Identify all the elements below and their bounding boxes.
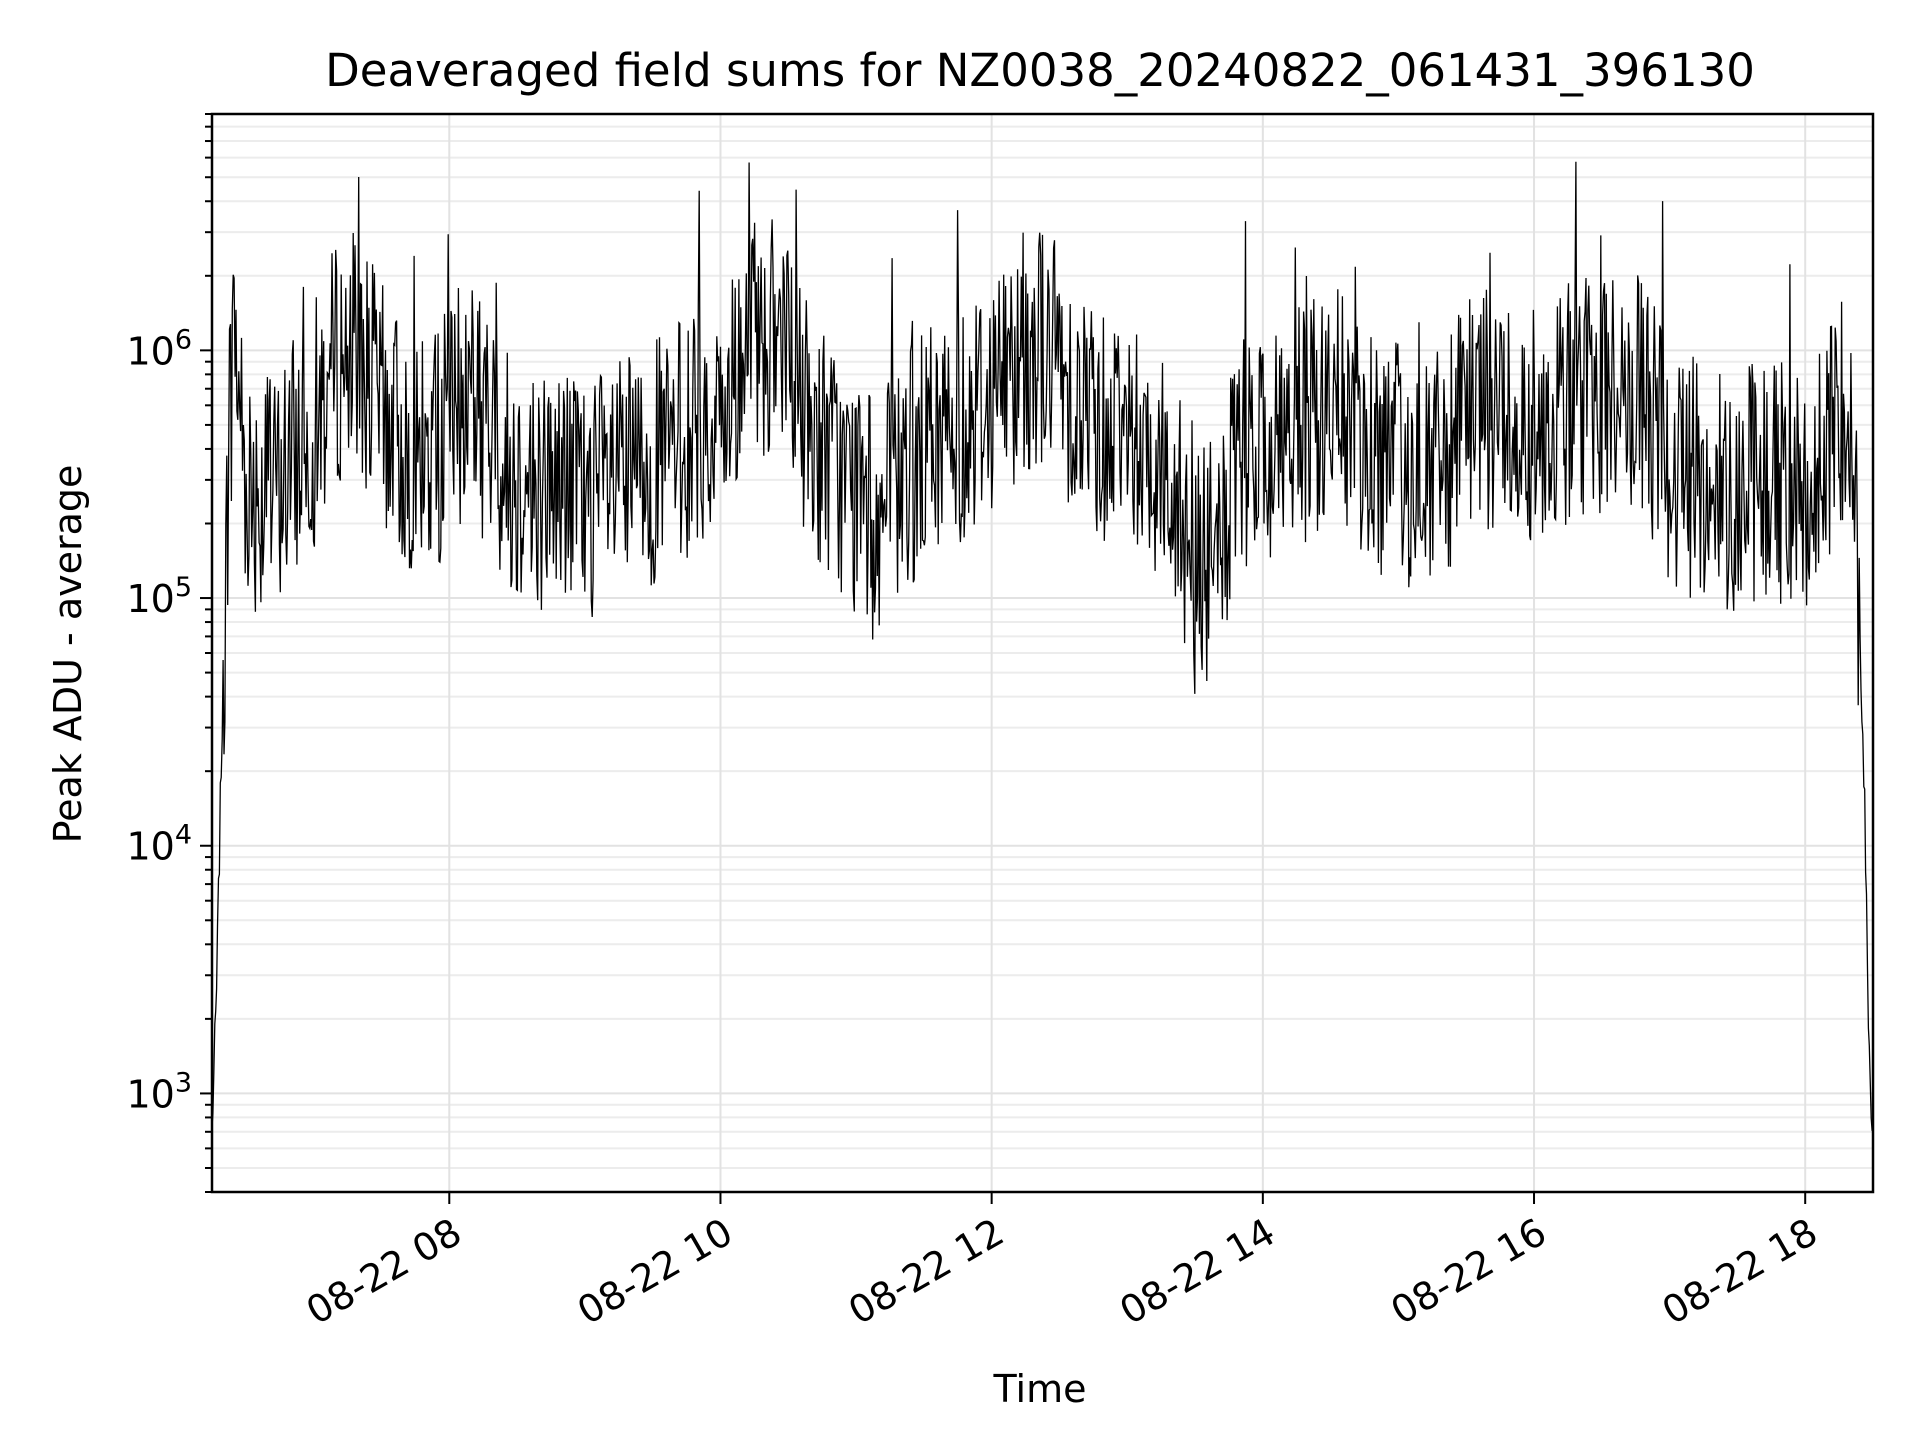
- y-tick-label: 103: [126, 1067, 192, 1116]
- y-tick-label: 104: [126, 820, 192, 869]
- y-axis-label: Peak ADU - average: [46, 465, 90, 844]
- y-tick-label: 105: [126, 572, 192, 621]
- series-line: [211, 161, 1874, 1131]
- y-tick-label: 106: [126, 324, 192, 373]
- plot-frame: [210, 112, 1875, 1194]
- x-axis-label: Time: [993, 1367, 1087, 1411]
- y-axis: 103 104 105 106: [126, 113, 212, 1193]
- chart-title: Deaveraged field sums for NZ0038_2024082…: [325, 44, 1755, 97]
